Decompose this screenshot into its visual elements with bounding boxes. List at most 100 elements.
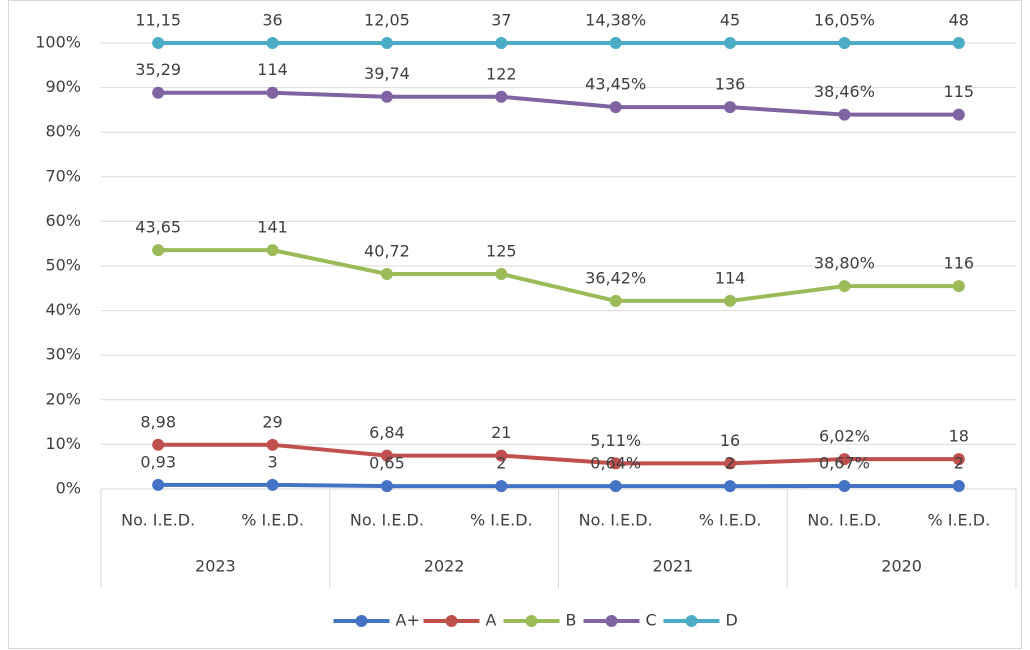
series-line bbox=[158, 482, 959, 489]
data-label: 2 bbox=[725, 454, 735, 473]
data-point bbox=[152, 478, 165, 491]
y-tick-label: 10% bbox=[45, 434, 81, 453]
legend-label: C bbox=[646, 611, 657, 630]
data-point bbox=[724, 37, 737, 49]
data-point bbox=[724, 101, 737, 114]
group-label: 2020 bbox=[881, 557, 922, 576]
data-label: 6,02% bbox=[819, 427, 870, 446]
data-point bbox=[152, 86, 165, 99]
data-label: 2 bbox=[496, 454, 506, 473]
data-label: 2 bbox=[954, 454, 964, 473]
x-tick-label: % I.E.D. bbox=[470, 511, 533, 530]
data-label: 40,72 bbox=[364, 241, 410, 260]
data-label: 3 bbox=[267, 452, 277, 471]
data-point bbox=[495, 90, 508, 103]
data-label: 0,93 bbox=[140, 452, 176, 471]
data-label: 114 bbox=[257, 60, 288, 79]
series-line bbox=[158, 442, 959, 466]
legend-label: A+ bbox=[396, 611, 420, 630]
data-point bbox=[609, 480, 622, 493]
data-point bbox=[152, 438, 165, 451]
x-tick-label: % I.E.D. bbox=[927, 511, 990, 530]
data-point bbox=[609, 101, 622, 114]
y-tick-label: 0% bbox=[56, 479, 81, 498]
data-point bbox=[609, 294, 622, 307]
data-label: 35,29 bbox=[135, 60, 181, 79]
legend-marker bbox=[605, 615, 618, 627]
data-label: 38,46% bbox=[814, 82, 875, 101]
data-point bbox=[495, 480, 508, 493]
data-label: 6,84 bbox=[369, 423, 405, 442]
data-label: 14,38% bbox=[585, 11, 646, 30]
group-label: 2022 bbox=[424, 557, 465, 576]
data-point bbox=[609, 37, 622, 49]
data-label: 11,15 bbox=[135, 11, 181, 30]
data-label: 8,98 bbox=[140, 412, 176, 431]
data-point bbox=[266, 478, 279, 491]
data-label: 116 bbox=[944, 254, 975, 273]
data-point bbox=[380, 267, 393, 280]
data-point bbox=[952, 37, 965, 49]
data-label: 38,80% bbox=[814, 254, 875, 273]
data-point bbox=[266, 438, 279, 451]
data-point bbox=[152, 244, 165, 257]
data-label: 45 bbox=[720, 11, 740, 30]
data-label: 48 bbox=[949, 11, 969, 30]
data-point bbox=[724, 480, 737, 493]
legend-marker bbox=[355, 615, 368, 627]
data-label: 136 bbox=[715, 75, 746, 94]
data-label: 0,65 bbox=[369, 454, 405, 473]
data-label: 115 bbox=[944, 82, 975, 101]
legend-label: B bbox=[566, 611, 577, 630]
chart-border bbox=[8, 0, 1022, 649]
data-point bbox=[952, 280, 965, 293]
x-tick-label: % I.E.D. bbox=[699, 511, 762, 530]
data-point bbox=[838, 453, 851, 466]
data-label: 36 bbox=[262, 11, 282, 30]
data-point bbox=[495, 37, 508, 49]
legend-marker bbox=[685, 615, 698, 627]
data-label: 29 bbox=[262, 412, 282, 431]
data-label: 43,65 bbox=[135, 218, 181, 237]
y-tick-label: 50% bbox=[45, 256, 81, 275]
data-point bbox=[495, 267, 508, 280]
y-tick-label: 40% bbox=[45, 300, 81, 319]
series-line bbox=[158, 248, 959, 303]
data-label: 16 bbox=[720, 431, 740, 450]
data-point bbox=[952, 453, 965, 466]
data-point bbox=[380, 37, 393, 49]
data-point bbox=[380, 480, 393, 493]
data-point bbox=[609, 457, 622, 470]
data-point bbox=[838, 108, 851, 121]
data-label: 114 bbox=[715, 268, 746, 287]
data-label: 16,05% bbox=[814, 11, 875, 30]
legend-marker bbox=[445, 615, 458, 627]
data-label: 36,42% bbox=[585, 268, 646, 287]
x-tick-label: No. I.E.D. bbox=[579, 511, 653, 530]
x-tick-label: No. I.E.D. bbox=[807, 511, 881, 530]
data-label: 39,74 bbox=[364, 64, 410, 83]
data-point bbox=[266, 37, 279, 49]
data-label: 21 bbox=[491, 423, 511, 442]
data-point bbox=[266, 86, 279, 99]
data-label: 5,11% bbox=[590, 431, 641, 450]
y-tick-label: 90% bbox=[45, 77, 81, 96]
legend-label: A bbox=[486, 611, 497, 630]
y-tick-label: 20% bbox=[45, 389, 81, 408]
legend-marker bbox=[525, 615, 538, 627]
data-label: 43,45% bbox=[585, 75, 646, 94]
series-line bbox=[158, 90, 959, 117]
y-tick-label: 100% bbox=[35, 33, 81, 52]
data-point bbox=[380, 90, 393, 103]
data-point bbox=[724, 294, 737, 307]
data-point bbox=[724, 457, 737, 470]
data-point bbox=[152, 37, 165, 49]
data-point bbox=[380, 449, 393, 462]
y-tick-label: 30% bbox=[45, 345, 81, 364]
data-point bbox=[952, 108, 965, 121]
legend-label: D bbox=[726, 611, 738, 630]
data-label: 122 bbox=[486, 64, 517, 83]
data-point bbox=[838, 480, 851, 493]
x-tick-label: No. I.E.D. bbox=[121, 511, 195, 530]
